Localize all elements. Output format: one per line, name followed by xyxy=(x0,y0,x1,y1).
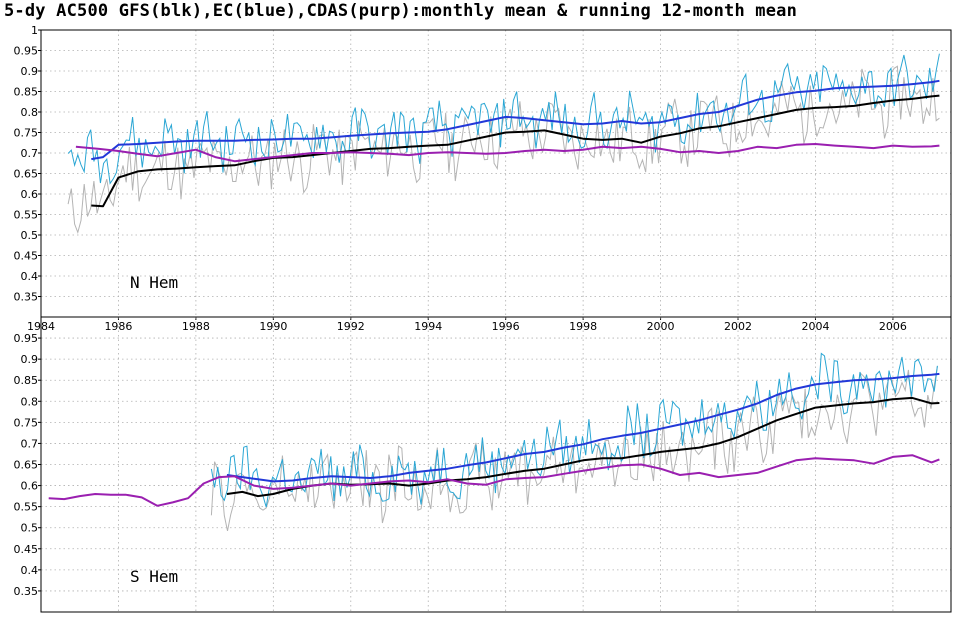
running-series-s-hem xyxy=(48,372,940,507)
gfs-monthly-mean-line xyxy=(210,366,938,532)
y-tick-label: 0.7 xyxy=(21,147,39,160)
y-tick-label: 0.75 xyxy=(14,127,39,140)
ec-monthly-mean-line xyxy=(67,53,940,185)
panel-label-n-hem: N Hem xyxy=(130,273,178,292)
monthly-series-n-hem xyxy=(67,53,940,235)
y-tick-label: 0.6 xyxy=(21,188,39,201)
page-title: 5-dy AC500 GFS(blk),EC(blue),CDAS(purp):… xyxy=(4,1,798,21)
y-ticks-n-hem: 0.35 0.4 0.45 0.5 0.55 0.6 0.65 0.7 0.75 0.8 0.85 0… xyxy=(14,24,41,304)
y-tick-label: 0.6 xyxy=(21,480,39,493)
panel-s-hem: 0.35 0.4 0.45 0.5 0.55 0.6 0.65 0.7 0.75 0.8 0.85 0… xyxy=(14,316,952,613)
y-tick-label: 0.55 xyxy=(14,209,39,222)
y-tick-label: 0.4 xyxy=(21,270,39,283)
y-tick-label: 0.75 xyxy=(14,416,39,429)
y-tick-label: 0.45 xyxy=(14,250,39,263)
y-tick-label: 0.8 xyxy=(21,106,39,119)
y-tick-label: 0.95 xyxy=(14,332,39,345)
panel-n-hem: 0.35 0.4 0.45 0.5 0.55 0.6 0.65 0.7 0.75 0.8 0.85 0… xyxy=(14,24,952,333)
running-series-n-hem xyxy=(75,79,940,208)
y-tick-label: 0.45 xyxy=(14,543,39,556)
y-tick-label: 0.65 xyxy=(14,168,39,181)
y-tick-label: 0.9 xyxy=(21,353,39,366)
x-ticks: 1984 1986 1988 1990 1992 1994 1996 1998 2000 2002… xyxy=(27,317,907,333)
y-tick-label: 1 xyxy=(31,24,38,37)
panel-label-s-hem: S Hem xyxy=(130,567,178,586)
gfs-running-mean-line xyxy=(91,94,940,208)
y-tick-label: 0.7 xyxy=(21,437,39,450)
y-tick-label: 0.85 xyxy=(14,374,39,387)
y-tick-label: 0.65 xyxy=(14,459,39,472)
y-tick-label: 0.8 xyxy=(21,395,39,408)
y-tick-label: 0.35 xyxy=(14,585,39,598)
y-tick-label: 0.85 xyxy=(14,86,39,99)
ec-running-mean-line xyxy=(91,79,940,161)
y-tick-label: 0.55 xyxy=(14,501,39,514)
ec-running-mean-line xyxy=(226,372,940,483)
y-ticks-s-hem: 0.35 0.4 0.45 0.5 0.55 0.6 0.65 0.7 0.75 0.8 0.85 0… xyxy=(14,332,41,598)
y-tick-label: 0.5 xyxy=(21,229,39,242)
y-tick-label: 0.35 xyxy=(14,291,39,304)
cdas-running-mean-line xyxy=(75,143,940,163)
cdas-running-mean-line xyxy=(48,454,940,507)
y-tick-label: 0.95 xyxy=(14,45,39,58)
y-tick-label: 0.4 xyxy=(21,564,39,577)
y-tick-label: 0.9 xyxy=(21,65,39,78)
y-tick-label: 0.5 xyxy=(21,522,39,535)
